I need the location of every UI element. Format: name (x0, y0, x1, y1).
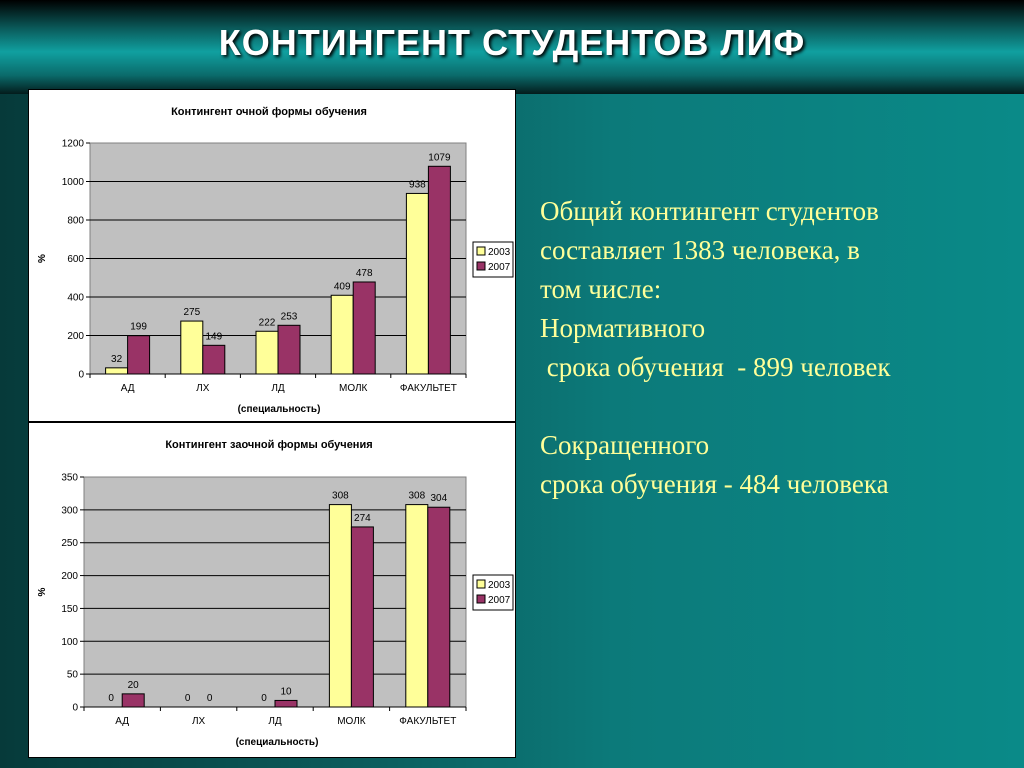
y-axis-label: % (37, 254, 48, 263)
y-tick-label: 600 (67, 254, 84, 265)
data-label: 304 (430, 493, 447, 504)
y-tick-label: 1000 (62, 177, 85, 188)
data-label: 0 (185, 693, 191, 704)
x-tick-label: ЛХ (192, 716, 206, 727)
bar-2003-ФАКУЛЬТЕТ (405, 192, 429, 375)
chart-fulltime-svg: Контингент очной формы обучения 0 200 400 60… (37, 106, 514, 415)
data-label: 32 (111, 354, 123, 365)
data-label: 1079 (428, 152, 451, 163)
chart-parttime-svg: Контингент заочной формы обучения0501001… (37, 439, 514, 748)
bar-2007-ФАКУЛЬТЕТ (427, 506, 451, 708)
info-line: срока обучения - 899 человек (540, 352, 891, 382)
x-tick-label: ФАКУЛЬТЕТ (399, 716, 456, 727)
y-tick-label: 350 (61, 473, 78, 484)
data-label: 20 (128, 680, 140, 691)
chart-fulltime: Контингент очной формы обучения 0 200 400 60… (28, 89, 516, 422)
x-tick-label: ЛД (268, 716, 282, 727)
bar-2007-ЛД (277, 324, 301, 375)
bar-2007-ФАКУЛЬТЕТ (427, 165, 451, 375)
bar-2003-МОЛК (328, 504, 352, 708)
bar-2003-ФАКУЛЬТЕТ (405, 504, 429, 708)
y-tick-label: 800 (67, 216, 84, 227)
data-label: 199 (130, 322, 147, 333)
legend-swatch-2007 (476, 261, 486, 271)
data-label: 222 (259, 317, 276, 328)
legend-label: 2003 (488, 247, 511, 258)
bar-2007-АД (127, 335, 151, 375)
info-line: Нормативного (540, 313, 706, 343)
y-tick-label: 400 (67, 293, 84, 304)
title-bar (0, 0, 1024, 94)
info-line: срока обучения - 484 человека (540, 469, 889, 499)
data-label: 409 (334, 281, 351, 292)
bar-2003-ЛХ (180, 320, 204, 375)
bar-2003-ЛД (255, 330, 279, 375)
bar-2007-АД (121, 693, 145, 708)
y-tick-label: 200 (61, 571, 78, 582)
info-line: составляет 1383 человека, в (540, 235, 860, 265)
data-label: 938 (409, 179, 426, 190)
legend-label: 2007 (488, 595, 511, 606)
legend-swatch-2007 (476, 594, 486, 604)
data-label: 10 (280, 686, 292, 697)
data-label: 149 (205, 331, 222, 342)
chart-title: Контингент очной формы обучения (171, 106, 367, 118)
data-label: 275 (183, 307, 200, 318)
bar-2007-МОЛК (352, 281, 376, 375)
x-axis-label: (специальность) (238, 404, 321, 415)
info-text: Общий контингент студентов составляет 13… (540, 192, 1010, 504)
y-axis-label: % (37, 587, 48, 596)
x-tick-label: АД (115, 716, 129, 727)
bar-2003-АД (105, 367, 129, 375)
info-line: Общий контингент студентов (540, 196, 879, 226)
y-tick-label: 250 (61, 538, 78, 549)
y-tick-label: 50 (67, 670, 79, 681)
bar-2007-МОЛК (350, 526, 374, 708)
data-label: 308 (408, 491, 425, 502)
x-axis-label: (специальность) (236, 737, 319, 748)
bar-2007-ЛД (274, 699, 298, 708)
info-line: том числе: (540, 274, 662, 304)
y-tick-label: 200 (67, 331, 84, 342)
data-label: 0 (108, 693, 114, 704)
legend-label: 2003 (488, 580, 511, 591)
x-tick-label: ЛХ (196, 383, 210, 394)
chart-title: Контингент заочной формы обучения (165, 439, 372, 451)
y-tick-label: 0 (78, 370, 84, 381)
info-line: Сокращенного (540, 430, 710, 460)
data-label: 0 (207, 693, 213, 704)
x-tick-label: МОЛК (339, 383, 368, 394)
x-tick-label: АД (121, 383, 135, 394)
y-tick-label: 100 (61, 637, 78, 648)
legend-swatch-2003 (476, 579, 486, 589)
x-tick-label: ЛД (271, 383, 285, 394)
plot-area (83, 476, 467, 708)
bar-2007-ЛХ (202, 344, 226, 375)
chart-parttime: Контингент заочной формы обучения 0 50 100 1… (28, 422, 516, 758)
y-tick-label: 150 (61, 604, 78, 615)
data-label: 308 (332, 491, 349, 502)
x-tick-label: ФАКУЛЬТЕТ (400, 383, 457, 394)
y-tick-label: 300 (61, 505, 78, 516)
info-gap (540, 387, 1010, 426)
x-tick-label: МОЛК (337, 716, 366, 727)
legend-label: 2007 (488, 262, 511, 273)
y-tick-label: 1200 (62, 139, 85, 150)
y-tick-label: 0 (72, 703, 78, 714)
data-label: 0 (261, 693, 267, 704)
data-label: 478 (356, 268, 373, 279)
data-label: 274 (354, 513, 371, 524)
legend-swatch-2003 (476, 246, 486, 256)
bar-2003-МОЛК (330, 294, 354, 375)
page-title: КОНТИНГЕНТ СТУДЕНТОВ ЛИФ (218, 22, 806, 63)
data-label: 253 (281, 311, 298, 322)
